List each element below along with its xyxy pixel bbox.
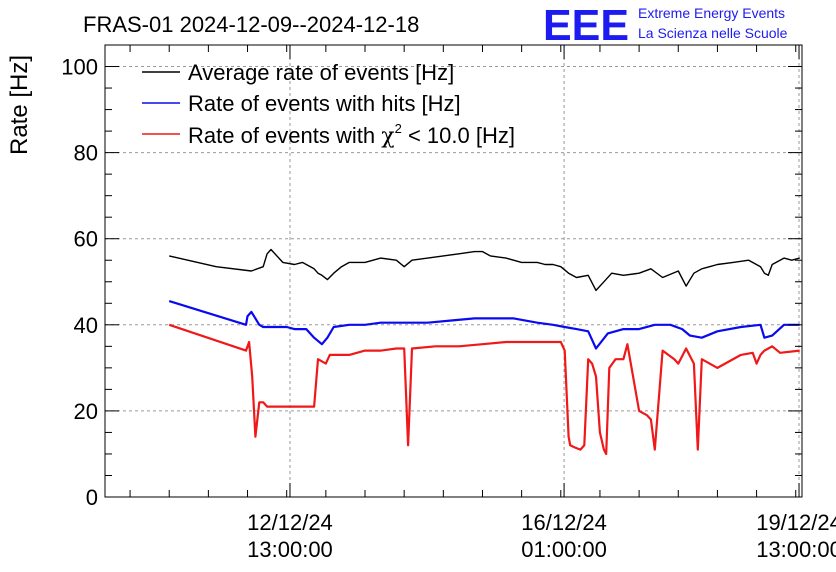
x-tick-label-date: 16/12/24 (521, 510, 607, 535)
legend: Average rate of events [Hz] Rate of even… (142, 60, 515, 149)
eee-logo: EEE (543, 1, 629, 50)
axes: 02040608010012/12/2413:00:0016/12/2401:0… (61, 44, 836, 562)
plot-frame (104, 44, 803, 498)
series-group (168, 248, 800, 456)
series-line-2 (168, 323, 800, 456)
logo-subtitle-2: La Scienza nelle Scuole (638, 25, 788, 41)
y-tick-label: 60 (74, 227, 98, 252)
y-tick-label: 0 (86, 485, 98, 510)
y-tick-label: 80 (74, 141, 98, 166)
y-tick-label: 20 (74, 399, 98, 424)
chart-title: FRAS-01 2024-12-09--2024-12-18 (83, 12, 419, 37)
x-tick-label-time: 13:00:00 (247, 537, 333, 562)
x-tick-label-time: 01:00:00 (521, 537, 607, 562)
x-tick-label-time: 13:00:00 (756, 537, 836, 562)
grid-lines (105, 45, 802, 497)
series-line-1 (168, 300, 800, 350)
series-line-0 (169, 248, 800, 292)
x-tick-label-date: 12/12/24 (247, 510, 333, 535)
legend-label-average: Average rate of events [Hz] (188, 60, 454, 85)
y-axis-label: Rate [Hz] (6, 55, 33, 155)
x-tick-label-date: 19/12/24 (756, 510, 836, 535)
y-tick-label: 40 (74, 313, 98, 338)
y-tick-label: 100 (61, 55, 98, 80)
legend-label-hits: Rate of events with hits [Hz] (188, 91, 461, 116)
logo-subtitle-1: Extreme Energy Events (638, 5, 785, 21)
legend-label-chi2: Rate of events with χ2 < 10.0 [Hz] (188, 121, 515, 149)
